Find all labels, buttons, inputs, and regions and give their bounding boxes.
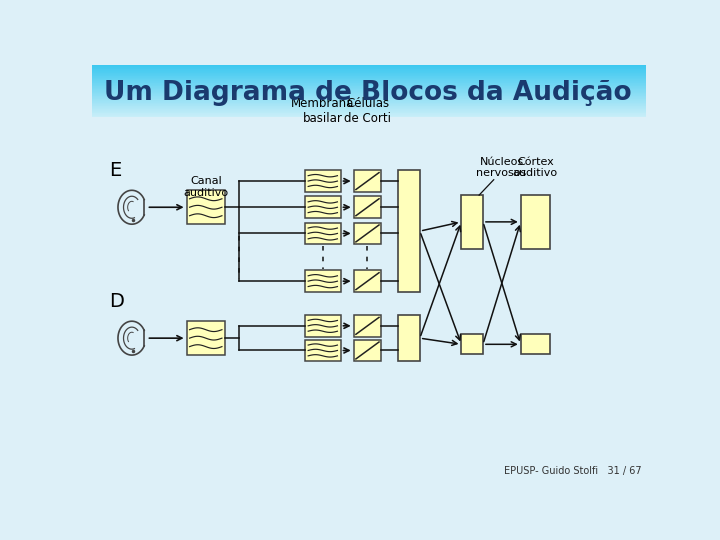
Text: E: E [109, 161, 121, 180]
Bar [305, 222, 341, 244]
Bar [305, 197, 341, 218]
Bar [521, 195, 550, 248]
Text: EPUSP- Guido Stolfi   31 / 67: EPUSP- Guido Stolfi 31 / 67 [504, 466, 642, 476]
Bar [521, 334, 550, 354]
Bar [354, 222, 382, 244]
Bar [398, 315, 420, 361]
Bar [186, 321, 225, 355]
Text: Córtex
auditivo: Córtex auditivo [513, 157, 558, 178]
Bar [462, 334, 483, 354]
Bar [305, 170, 341, 192]
Bar [305, 315, 341, 336]
Text: D: D [109, 292, 124, 311]
Bar [186, 190, 225, 224]
Text: Células
de Corti: Células de Corti [344, 97, 391, 125]
Bar [354, 315, 382, 336]
Bar [354, 197, 382, 218]
Text: Núcleos
nervosos: Núcleos nervosos [477, 157, 526, 178]
Bar [354, 271, 382, 292]
Bar [354, 340, 382, 361]
Text: Membrana
basilar: Membrana basilar [291, 97, 354, 125]
Bar [462, 195, 483, 248]
Text: Canal
auditivo: Canal auditivo [183, 177, 228, 198]
Bar [398, 170, 420, 292]
Text: Um Diagrama de Blocos da Audição: Um Diagrama de Blocos da Audição [104, 79, 631, 105]
Bar [305, 271, 341, 292]
Bar [305, 340, 341, 361]
Bar [354, 170, 382, 192]
